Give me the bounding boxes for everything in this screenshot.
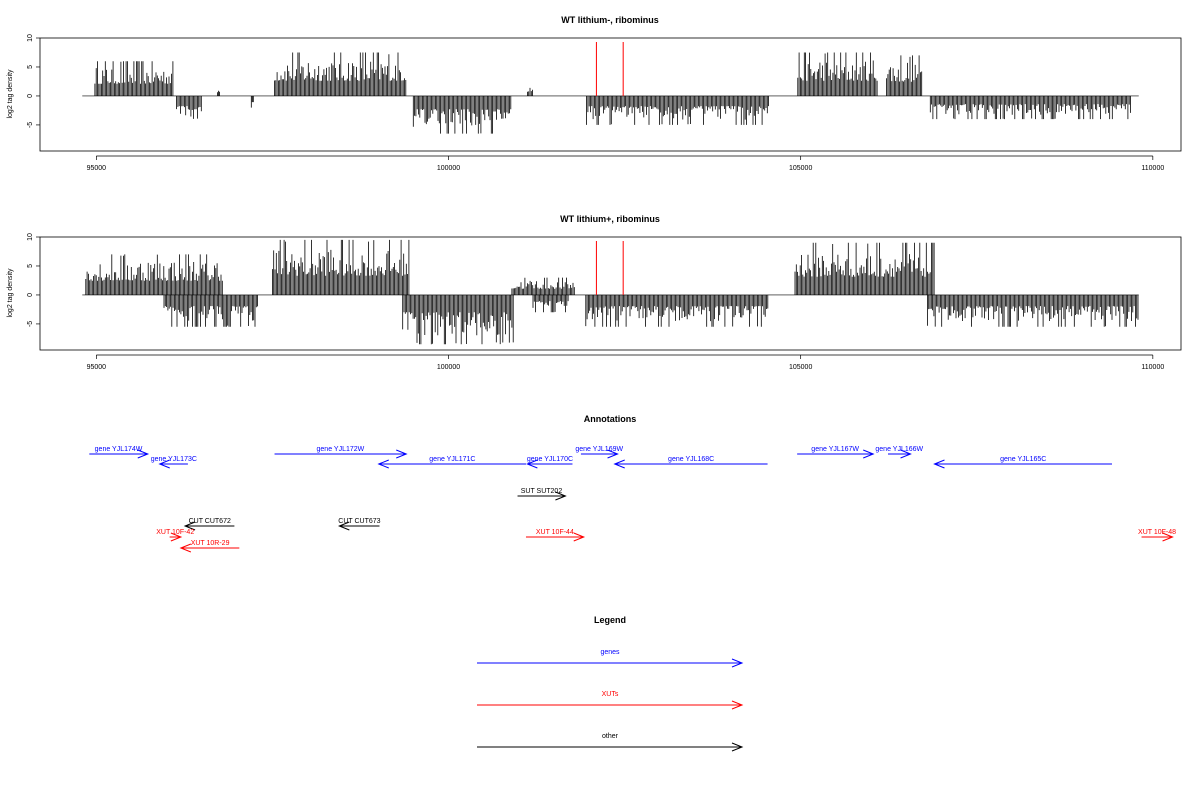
feature-label: gene YJL173C	[151, 456, 197, 463]
feature-arrow: CUT CUT673	[337, 518, 381, 531]
negative-strand-bar	[163, 294, 258, 327]
x-tick-label: 95000	[87, 364, 107, 371]
y-tick-label: 5	[27, 65, 34, 69]
feature-label: gene YJL170C	[527, 456, 573, 463]
feature-label: XUT 10R-29	[191, 540, 230, 547]
feature-label: XUT 10F-42	[156, 529, 194, 536]
positive-strand-bar	[274, 52, 407, 96]
feature-arrow: XUT 10F-42	[156, 529, 194, 542]
feature-arrow: XUT 10R-29	[179, 540, 240, 553]
track-title: WT lithium+, ribominus	[560, 214, 660, 224]
feature-arrow: gene YJL171C	[377, 456, 526, 469]
y-tick-label: -5	[27, 122, 34, 128]
y-tick-label: -5	[27, 321, 34, 327]
y-tick-label: 0	[27, 293, 34, 297]
x-tick-label: 110000	[1141, 364, 1164, 371]
feature-arrow: gene YJL174W	[89, 446, 150, 459]
feature-arrow: gene YJL172W	[274, 446, 408, 459]
negative-strand-bar	[412, 95, 512, 134]
feature-arrow: gene YJL170C	[526, 456, 573, 469]
y-axis: 10 5 0 -5	[27, 233, 40, 327]
feature-arrow: SUT SUT202	[517, 488, 567, 501]
feature-arrows: gene YJL174W gene YJL173C gene YJL172W gene…	[89, 446, 1176, 553]
legend-label: genes	[600, 649, 620, 656]
coverage-bars	[82, 239, 1139, 345]
y-axis: 10 5 0 -5	[27, 34, 40, 128]
negative-strand-bar	[586, 95, 769, 125]
legend-item: genes	[477, 649, 744, 668]
feature-arrow: XUT 10F-48	[1138, 529, 1176, 542]
feature-arrow: gene YJL166W	[875, 446, 924, 459]
positive-strand-bar	[511, 277, 575, 295]
feature-label: gene YJL169W	[575, 446, 623, 453]
feature-arrow: gene YJL168C	[613, 456, 768, 469]
negative-strand-bar	[532, 294, 569, 313]
feature-label: CUT CUT672	[189, 518, 231, 525]
plot-frame	[39, 37, 1182, 152]
track-title: WT lithium-, ribominus	[561, 15, 659, 25]
feature-label: SUT SUT202	[521, 488, 563, 495]
positive-strand-bar	[527, 87, 533, 96]
x-axis: 95000 100000 105000 110000	[87, 155, 1164, 172]
x-tick-label: 100000	[437, 364, 460, 371]
feature-label: gene YJL174W	[95, 446, 143, 453]
legend-label: other	[602, 733, 619, 740]
plot-frame	[39, 236, 1182, 351]
feature-arrow: gene YJL173C	[151, 456, 197, 469]
feature-label: gene YJL171C	[429, 456, 475, 463]
positive-strand-bar	[797, 52, 878, 96]
y-tick-label: 10	[27, 233, 34, 241]
feature-label: XUT 10F-44	[536, 529, 574, 536]
y-axis-label: log2 tag density	[7, 268, 14, 318]
x-tick-label: 105000	[789, 364, 812, 371]
feature-arrow: gene YJL165C	[933, 456, 1112, 469]
feature-label: CUT CUT673	[338, 518, 380, 525]
feature-label: gene YJL165C	[1000, 456, 1046, 463]
negative-strand-bar	[250, 95, 254, 108]
x-axis: 95000 100000 105000 110000	[87, 354, 1164, 371]
feature-label: gene YJL172W	[317, 446, 365, 453]
legend-items: genes XUTs other	[477, 649, 744, 752]
legend-label: XUTs	[602, 691, 619, 698]
feature-arrow: gene YJL169W	[575, 446, 623, 459]
legend-title: Legend	[594, 615, 626, 625]
negative-strand-bar	[929, 95, 1131, 120]
feature-label: XUT 10F-48	[1138, 529, 1176, 536]
positive-strand-bar	[217, 90, 220, 96]
feature-label: gene YJL166W	[875, 446, 923, 453]
y-axis-label: log2 tag density	[7, 69, 14, 119]
feature-label: gene YJL167W	[811, 446, 859, 453]
track-panel-lithium-minus: WT lithium-, ribominus log2 tag density …	[7, 15, 1182, 172]
track-panel-lithium-plus: WT lithium+, ribominus log2 tag density …	[7, 214, 1182, 371]
annotations-title: Annotations	[584, 414, 637, 424]
x-tick-label: 100000	[437, 165, 460, 172]
feature-arrow: XUT 10F-44	[525, 529, 586, 542]
negative-strand-bar	[927, 294, 1139, 327]
feature-arrow: CUT CUT672	[183, 518, 235, 531]
positive-strand-bar	[886, 55, 923, 96]
positive-strand-bar	[94, 61, 174, 96]
feature-label: gene YJL168C	[668, 456, 714, 463]
negative-strand-bar	[402, 294, 514, 345]
y-tick-label: 5	[27, 264, 34, 268]
y-tick-label: 10	[27, 34, 34, 42]
positive-strand-bar	[272, 239, 410, 295]
x-tick-label: 110000	[1141, 165, 1164, 172]
negative-strand-bar	[176, 95, 202, 119]
x-tick-label: 105000	[789, 165, 812, 172]
positive-strand-bar	[794, 242, 935, 295]
legend-item: XUTs	[477, 691, 744, 710]
negative-strand-bar	[585, 294, 769, 327]
legend-item: other	[477, 733, 744, 752]
legend: Legend genes XUTs other	[477, 615, 744, 752]
positive-strand-bar	[85, 254, 223, 295]
y-tick-label: 0	[27, 94, 34, 98]
coverage-bars	[82, 42, 1139, 134]
feature-arrow: gene YJL167W	[797, 446, 875, 459]
x-tick-label: 95000	[87, 165, 107, 172]
